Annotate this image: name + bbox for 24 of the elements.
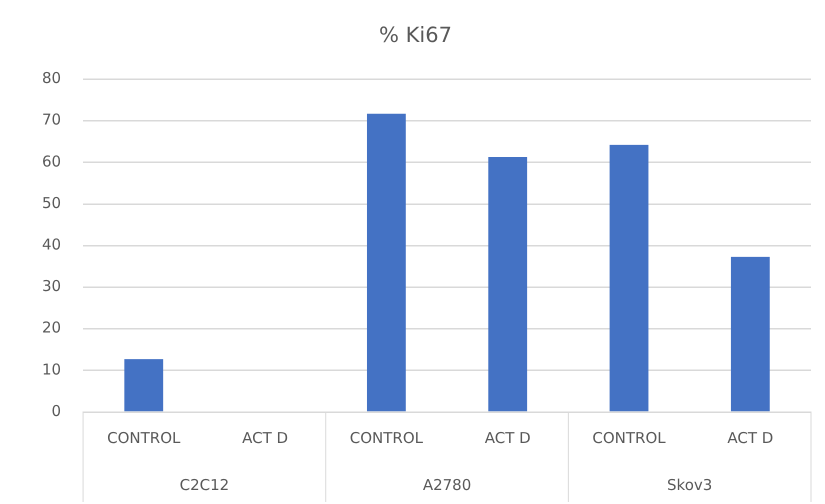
y-tick-label: 80 bbox=[42, 69, 62, 88]
bar bbox=[730, 256, 770, 412]
y-tick-label: 10 bbox=[42, 360, 62, 378]
x-tick-label: ACT D bbox=[727, 428, 774, 447]
bar bbox=[124, 359, 164, 412]
x-tick-label: CONTROL bbox=[107, 428, 182, 447]
x-tick-label: ACT D bbox=[242, 428, 288, 447]
y-tick-label: 60 bbox=[42, 152, 62, 170]
text: A2780 bbox=[422, 476, 472, 494]
x-tick-label: CONTROL bbox=[592, 428, 666, 447]
y-tick-label: 40 bbox=[42, 235, 62, 254]
y-tick-label: 30 bbox=[42, 277, 62, 296]
text: Skov3 bbox=[667, 476, 712, 494]
bar bbox=[366, 114, 406, 412]
y-tick-label: 0 bbox=[52, 402, 62, 420]
text: C2C12 bbox=[180, 476, 230, 494]
x-tick-label: CONTROL bbox=[350, 428, 424, 447]
x-tick-label: ACT D bbox=[484, 428, 531, 447]
bar bbox=[488, 156, 528, 412]
y-tick-label: 70 bbox=[42, 110, 62, 129]
bar bbox=[610, 144, 648, 412]
chart-title: % Ki67 bbox=[379, 23, 452, 48]
y-tick-label: 50 bbox=[42, 194, 62, 212]
y-tick-label: 20 bbox=[42, 318, 62, 337]
